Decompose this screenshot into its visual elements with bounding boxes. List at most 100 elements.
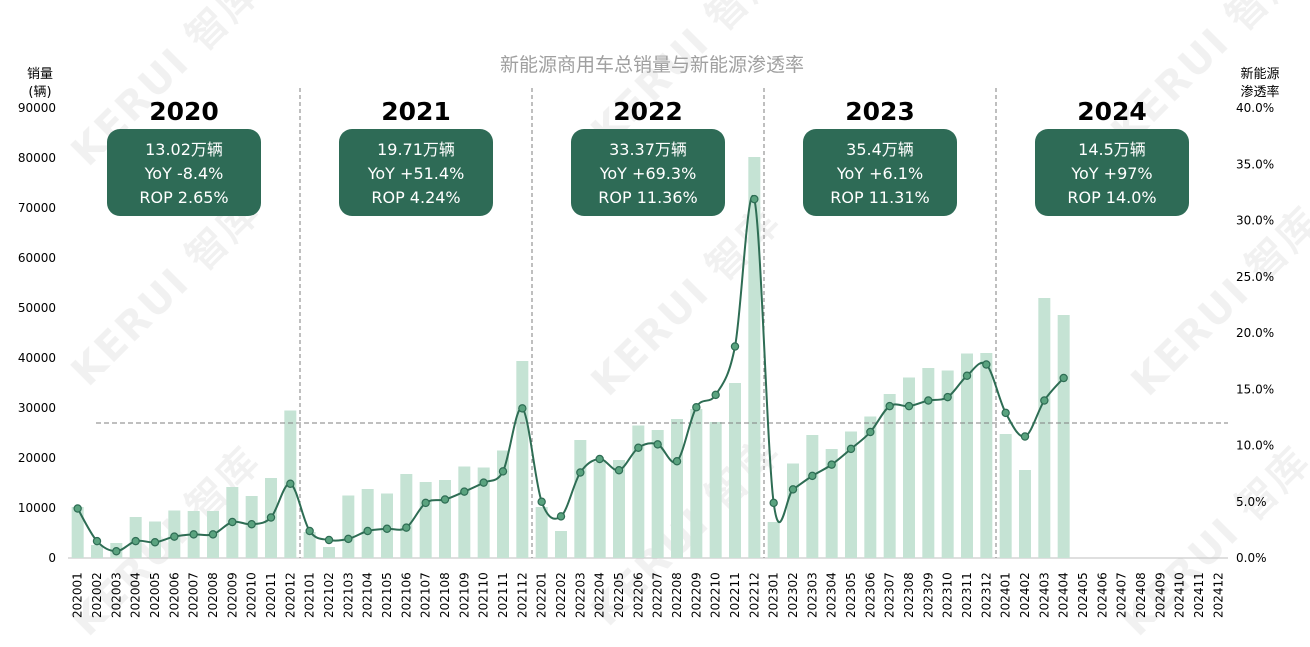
- x-tick-label: 202407: [1115, 572, 1129, 618]
- line-point: [324, 535, 334, 545]
- year-header: 2022: [613, 97, 683, 126]
- left-tick-label: 60000: [18, 251, 56, 265]
- x-tick-label: 202008: [206, 572, 220, 618]
- line-point: [634, 443, 643, 452]
- line-point: [1059, 373, 1068, 383]
- x-tick-label: 202412: [1211, 572, 1225, 618]
- line-point: [672, 457, 682, 466]
- x-tick-label: 202310: [941, 572, 955, 618]
- x-tick-label: 202305: [844, 572, 858, 618]
- x-tick-label: 202110: [477, 572, 491, 618]
- x-tick-label: 202402: [1018, 572, 1032, 618]
- bar: [903, 377, 915, 558]
- line-point: [363, 526, 372, 536]
- line-point: [982, 360, 991, 369]
- right-tick-label: 5.0%: [1236, 495, 1267, 509]
- right-tick-label: 15.0%: [1236, 382, 1274, 396]
- x-tick-label: 202010: [245, 572, 259, 618]
- x-tick-label: 202304: [825, 572, 839, 618]
- x-tick-label: 202004: [129, 572, 143, 618]
- bar: [825, 449, 838, 558]
- line-point: [808, 471, 817, 481]
- line-point: [846, 444, 856, 454]
- line-point: [1040, 396, 1049, 405]
- year-summary-box: [107, 129, 261, 216]
- bar: [613, 460, 625, 558]
- x-tick-label: 202309: [921, 572, 935, 618]
- bar: [651, 430, 664, 558]
- left-tick-label: 50000: [18, 301, 56, 315]
- x-tick-label: 202202: [554, 572, 568, 618]
- line-point: [730, 342, 740, 351]
- line-point: [750, 194, 759, 204]
- x-tick-label: 202205: [612, 572, 626, 618]
- bar: [477, 467, 490, 558]
- year-rop: ROP 14.0%: [1067, 188, 1156, 207]
- line-point: [576, 468, 585, 477]
- line-point: [131, 536, 140, 546]
- line-point: [711, 390, 720, 400]
- year-summary-box: [339, 129, 493, 216]
- line-point: [266, 513, 276, 522]
- bar: [864, 416, 877, 558]
- x-tick-label: 202011: [264, 572, 278, 618]
- x-tick-label: 202404: [1057, 572, 1071, 618]
- bar: [303, 532, 316, 558]
- line-point: [962, 371, 972, 380]
- bar: [497, 450, 509, 558]
- bar: [767, 522, 780, 558]
- year-sales: 19.71万辆: [377, 140, 455, 159]
- line-point: [788, 485, 798, 494]
- bar: [961, 353, 973, 558]
- left-tick-label: 90000: [18, 101, 56, 115]
- x-tick-label: 202105: [380, 572, 394, 618]
- bar: [748, 157, 761, 558]
- year-header: 2021: [381, 97, 451, 126]
- left-tick-label: 30000: [18, 401, 56, 415]
- x-tick-label: 202403: [1037, 572, 1051, 618]
- x-tick-label: 202103: [341, 572, 355, 618]
- bar: [787, 463, 799, 558]
- year-header: 2024: [1077, 97, 1147, 126]
- bar: [729, 383, 741, 558]
- line-point: [73, 504, 82, 513]
- x-tick-label: 202210: [709, 572, 723, 618]
- line-point: [556, 512, 566, 521]
- year-sales: 35.4万辆: [846, 140, 914, 159]
- right-tick-label: 0.0%: [1236, 551, 1267, 565]
- x-tick-label: 202411: [1192, 572, 1206, 618]
- left-tick-label: 10000: [18, 501, 56, 515]
- line-point: [595, 454, 604, 464]
- bar: [361, 489, 374, 558]
- line-point: [885, 401, 894, 411]
- x-tick-label: 202112: [515, 572, 529, 618]
- line-point: [827, 460, 836, 469]
- left-tick-label: 80000: [18, 151, 56, 165]
- bar: [980, 353, 993, 558]
- x-tick-label: 202410: [1173, 572, 1187, 618]
- x-tick-label: 202109: [457, 572, 471, 618]
- left-axis-title: 销量: [27, 67, 53, 82]
- bar: [632, 425, 645, 558]
- x-tick-label: 202005: [148, 572, 162, 618]
- line-point: [518, 404, 527, 413]
- x-tick-label: 202209: [689, 572, 703, 618]
- bar: [439, 480, 451, 558]
- year-header: 2020: [149, 97, 219, 126]
- line-point: [440, 495, 450, 504]
- x-tick-label: 202208: [670, 572, 684, 618]
- line-point: [344, 534, 353, 544]
- x-tick-label: 202003: [109, 572, 123, 618]
- line-point: [286, 479, 295, 488]
- line-point: [382, 524, 392, 533]
- line-point: [460, 487, 469, 496]
- bar: [671, 419, 683, 558]
- line-point: [479, 478, 488, 487]
- bar: [323, 547, 335, 558]
- year-rop: ROP 4.24%: [371, 188, 460, 207]
- penetration-line: [76, 195, 1065, 553]
- bar: [941, 370, 954, 558]
- line-point: [208, 530, 218, 539]
- x-tick-label: 202307: [883, 572, 897, 618]
